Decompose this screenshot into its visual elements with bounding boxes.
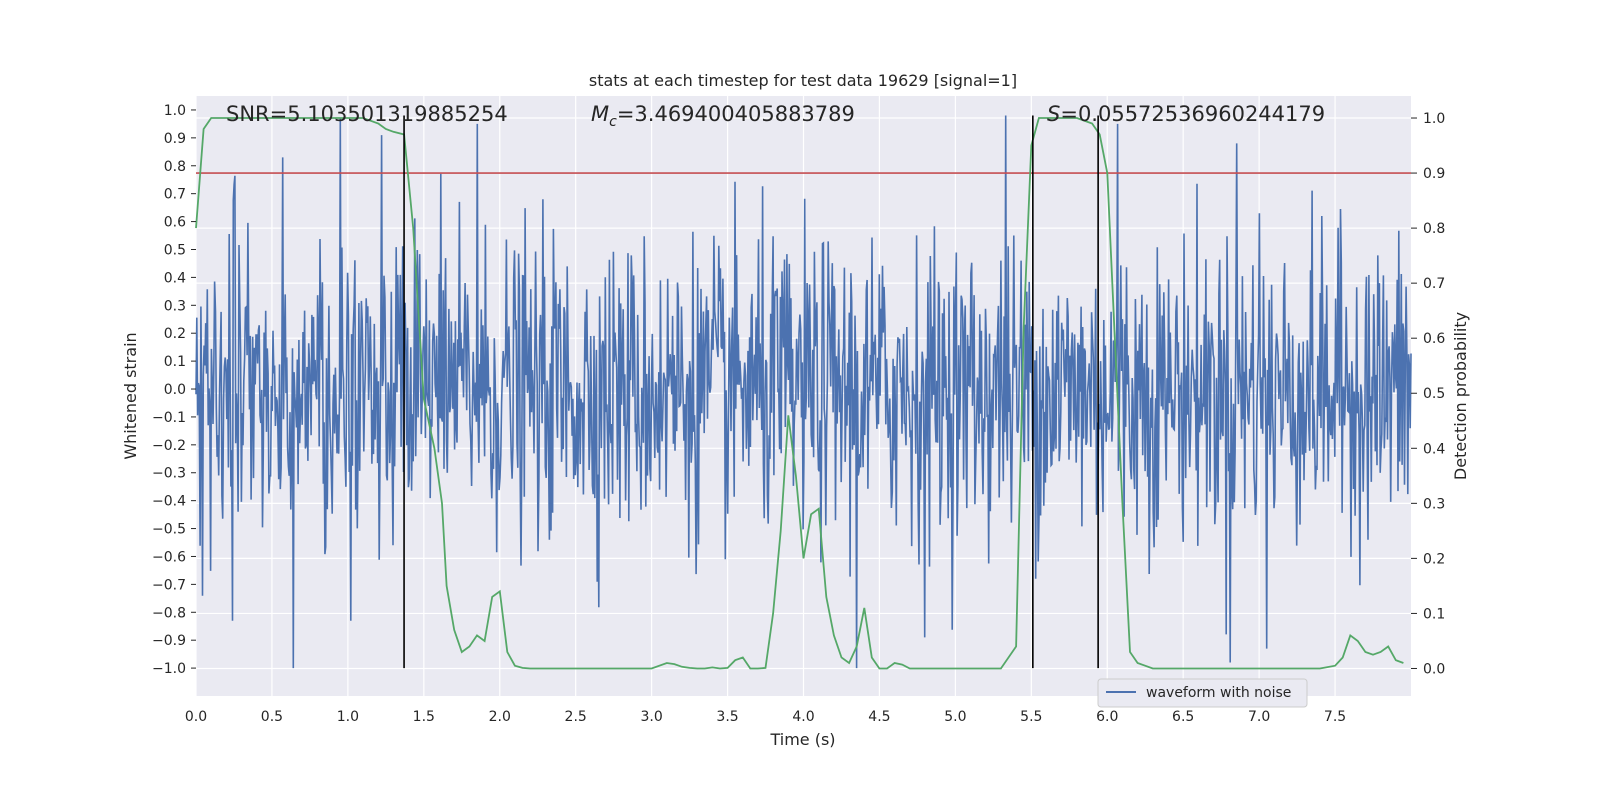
x-tick-label: 0.5 [261,709,283,725]
left-y-tick-label: 1.0 [164,103,186,119]
right-y-tick-label: 0.0 [1423,661,1445,677]
chirp-mass-symbol: M [591,102,609,126]
left-y-tick-label: 0.9 [164,131,186,147]
chirp-mass-subscript: c [609,114,617,130]
legend-box [1097,678,1308,708]
left-y-tick-label: 0.6 [164,215,186,231]
right-y-tick-label: 1.0 [1423,111,1445,127]
noise-series [195,115,1412,669]
left-y-tick-label: 0.4 [164,270,186,286]
chirp-mass-value: =3.469400405883789 [617,102,855,126]
x-tick-label: 5.5 [1020,709,1042,725]
y-axis-label-right: Detection probability [1451,312,1470,480]
chirp-mass-annotation: Mc=3.469400405883789 [591,102,855,130]
right-y-tick-label: 0.7 [1423,276,1445,292]
x-tick-label: 3.0 [640,709,662,725]
legend-entry: waveform with noise [1146,685,1291,701]
x-tick-label: 3.5 [716,709,738,725]
right-y-tick-labels: 1.0 0.9 0.8 0.7 0.6 0.5 0.4 0.3 0.2 0.1 0.0 [1411,111,1445,677]
left-y-tick-label: −0.3 [152,466,186,482]
left-y-tick-label: 0.3 [164,298,186,314]
x-tick-label: 4.5 [868,709,890,725]
left-y-tick-label: 0.8 [164,159,186,175]
left-y-tick-label: 0.7 [164,187,186,203]
left-y-tick-label: 0.0 [164,382,186,398]
left-y-tick-label: 0.5 [164,242,186,258]
left-y-tick-label: 0.1 [164,354,186,370]
y-axis-label-left: Whitened strain [121,332,140,459]
chart-title: stats at each timestep for test data 196… [589,71,1017,90]
probability-series [195,117,1404,670]
right-y-tick-label: 0.5 [1423,386,1445,402]
right-y-tick-label: 0.4 [1423,441,1445,457]
x-tick-label: 2.5 [565,709,587,725]
left-y-tick-label: −0.8 [152,605,186,621]
x-tick-label: 6.0 [1096,709,1118,725]
noise-waveform-line [195,115,1412,669]
detection-probability-line [195,117,1404,670]
left-y-tick-label: −0.7 [152,577,186,593]
x-axis-label: Time (s) [769,730,835,749]
right-y-tick-label: 0.1 [1423,606,1445,622]
left-y-tick-label: −0.9 [152,633,186,649]
x-tick-label: 7.5 [1324,709,1346,725]
right-y-tick-label: 0.8 [1423,221,1445,237]
s-symbol: S [1047,102,1060,126]
right-y-tick-label: 0.6 [1423,331,1445,347]
right-y-tick-label: 0.3 [1423,496,1445,512]
x-tick-label: 0.0 [185,709,207,725]
vertical-markers [403,115,1099,669]
x-tick-label: 5.0 [944,709,966,725]
right-y-tick-label: 0.9 [1423,166,1445,182]
left-y-tick-label: −0.5 [152,522,186,538]
legend: waveform with noise [1097,678,1308,708]
left-y-tick-label: −0.6 [152,549,186,565]
left-y-tick-label: −0.2 [152,438,186,454]
x-tick-label: 1.0 [337,709,359,725]
s-annotation: S=0.05572536960244179 [1047,102,1325,126]
left-y-tick-labels: 1.0 0.9 0.8 0.7 0.6 0.5 0.4 0.3 0.2 0.1 0.0 −0.1 −0.… [152,103,196,677]
right-y-tick-label: 0.2 [1423,551,1445,567]
left-y-tick-label: 0.2 [164,326,186,342]
s-value: =0.05572536960244179 [1060,102,1325,126]
x-tick-label: 1.5 [413,709,435,725]
snr-annotation: SNR=5.103501319885254 [226,102,508,126]
x-tick-label: 2.0 [489,709,511,725]
x-tick-labels: 0.0 0.5 1.0 1.5 2.0 2.5 3.0 3.5 4.0 4.5 5.0 5.5 6.0 6… [185,709,1346,725]
x-tick-label: 4.0 [792,709,814,725]
x-tick-label: 6.5 [1172,709,1194,725]
left-y-tick-label: −1.0 [152,661,186,677]
left-y-tick-label: −0.1 [152,410,186,426]
x-tick-label: 7.0 [1248,709,1270,725]
left-y-tick-label: −0.4 [152,494,186,510]
